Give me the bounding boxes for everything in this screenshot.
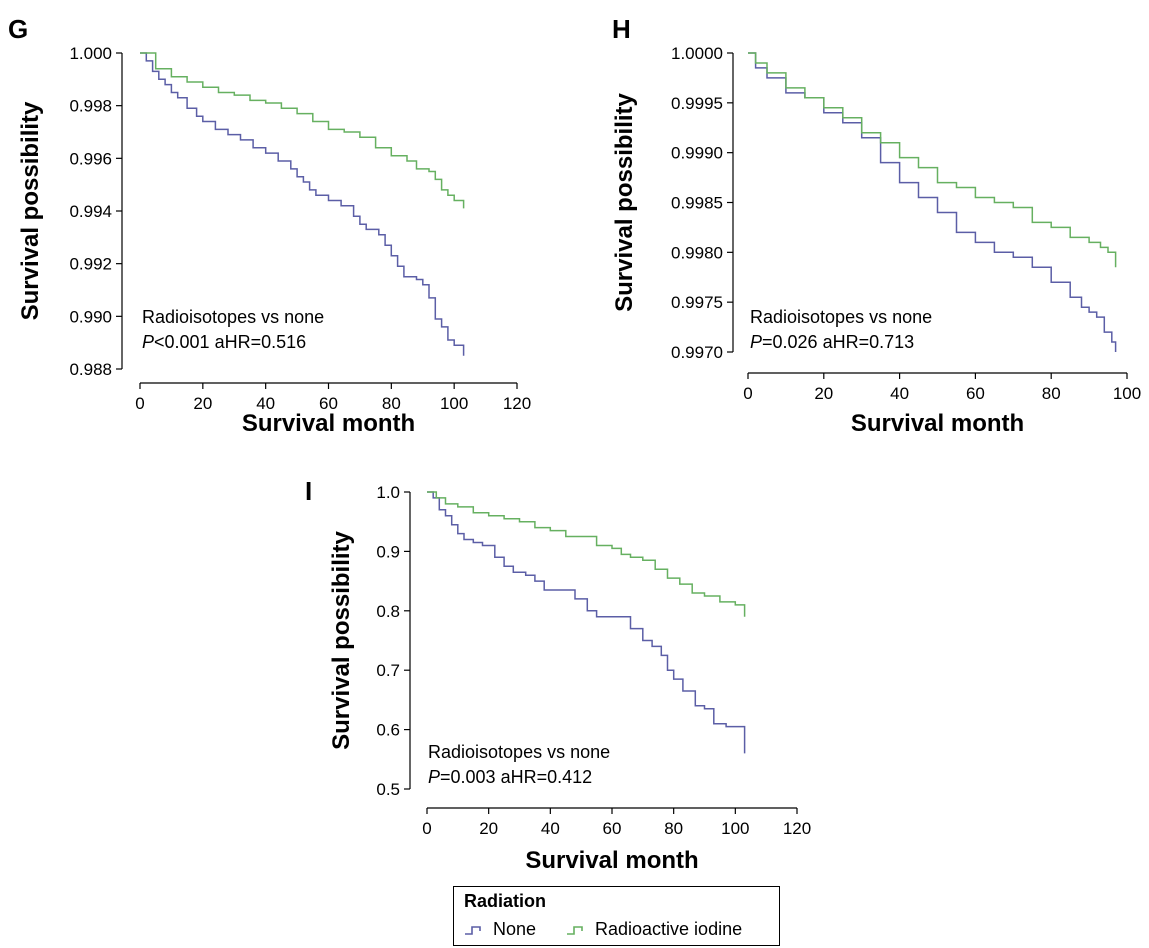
legend-title: Radiation xyxy=(464,891,547,911)
series-line-radioactive-iodine xyxy=(427,491,746,617)
x-tick-label: 120 xyxy=(503,394,531,413)
legend-label-radioactive-iodine: Radioactive iodine xyxy=(595,918,743,939)
x-tick-label: 120 xyxy=(783,819,811,838)
x-tick-label: 40 xyxy=(256,394,275,413)
y-tick-label: 0.996 xyxy=(69,149,112,168)
p-value-text: =0.003 aHR=0.412 xyxy=(440,767,592,787)
x-tick-label: 0 xyxy=(743,384,752,403)
x-tick-label: 20 xyxy=(193,394,212,413)
y-tick-label: 0.5 xyxy=(376,780,400,799)
y-tick-label: 1.0000 xyxy=(671,44,723,63)
panel-letter: G xyxy=(8,14,28,44)
y-tick-label: 1.0 xyxy=(376,483,400,502)
y-tick-label: 0.6 xyxy=(376,721,400,740)
x-axis-label: Survival month xyxy=(242,410,415,437)
annotation-statistics: P<0.001 aHR=0.516 xyxy=(142,332,306,352)
y-tick-label: 0.992 xyxy=(69,255,112,274)
y-tick-label: 1.000 xyxy=(69,44,112,63)
x-tick-label: 40 xyxy=(890,384,909,403)
y-tick-label: 0.9995 xyxy=(671,94,723,113)
p-value-text: <0.001 aHR=0.516 xyxy=(154,332,306,352)
x-tick-label: 100 xyxy=(1113,384,1141,403)
annotation-comparison: Radioisotopes vs none xyxy=(428,742,610,762)
legend-item-none: None xyxy=(464,918,536,940)
y-tick-label: 0.7 xyxy=(376,661,400,680)
y-tick-label: 0.994 xyxy=(69,202,112,221)
x-axis-label: Survival month xyxy=(525,847,698,874)
series-line-radioactive-iodine xyxy=(748,52,1117,268)
x-tick-label: 80 xyxy=(1042,384,1061,403)
x-tick-label: 80 xyxy=(664,819,683,838)
y-tick-label: 0.988 xyxy=(69,360,112,379)
legend: Radiation None Radioactive iodine xyxy=(453,886,780,946)
legend-label-none: None xyxy=(493,918,537,939)
x-tick-label: 20 xyxy=(814,384,833,403)
y-tick-label: 0.990 xyxy=(69,307,112,326)
x-tick-label: 80 xyxy=(382,394,401,413)
y-axis-label: Survival possibility xyxy=(17,101,44,320)
legend-item-radioactive-iodine: Radioactive iodine xyxy=(566,918,742,940)
annotation-statistics: P=0.003 aHR=0.412 xyxy=(428,767,592,787)
p-value-symbol: P xyxy=(428,767,440,787)
p-value-text: =0.026 aHR=0.713 xyxy=(762,332,914,352)
panel-g: G 0.988 0.990 0.992 0.994 0.996 0.998 1.000 0 20 4… xyxy=(8,14,531,437)
y-tick-label: 0.9975 xyxy=(671,293,723,312)
y-tick-label: 0.9985 xyxy=(671,194,723,213)
p-value-symbol: P xyxy=(142,332,154,352)
x-tick-label: 20 xyxy=(479,819,498,838)
annotation-statistics: P=0.026 aHR=0.713 xyxy=(750,332,914,352)
y-tick-label: 0.998 xyxy=(69,97,112,116)
x-tick-label: 60 xyxy=(603,819,622,838)
series-line-radioactive-iodine xyxy=(140,52,465,209)
panel-i: I 0.5 0.6 0.7 0.8 0.9 1.0 0 20 40 60 80 100 120 Surviv… xyxy=(305,476,811,874)
annotation-comparison: Radioisotopes vs none xyxy=(142,307,324,327)
p-value-symbol: P xyxy=(750,332,762,352)
x-tick-label: 100 xyxy=(440,394,468,413)
x-tick-label: 60 xyxy=(966,384,985,403)
y-tick-label: 0.9970 xyxy=(671,343,723,362)
y-tick-label: 0.8 xyxy=(376,602,400,621)
x-tick-label: 0 xyxy=(422,819,431,838)
y-tick-label: 0.9980 xyxy=(671,243,723,262)
x-axis-label: Survival month xyxy=(851,410,1024,437)
panel-letter: I xyxy=(305,476,312,506)
y-axis-label: Survival possibility xyxy=(328,530,355,749)
panel-letter: H xyxy=(612,14,631,44)
y-tick-label: 0.9990 xyxy=(671,144,723,163)
legend-swatch-radioactive-iodine xyxy=(567,926,583,935)
series-line-none xyxy=(427,491,746,754)
x-tick-label: 40 xyxy=(541,819,560,838)
annotation-comparison: Radioisotopes vs none xyxy=(750,307,932,327)
series-line-none xyxy=(140,52,465,356)
y-axis-label: Survival possibility xyxy=(611,92,638,311)
panel-h: H 0.9970 0.9975 0.9980 0.9985 0.9990 0.9995 1.0… xyxy=(611,14,1141,437)
x-tick-label: 100 xyxy=(721,819,749,838)
x-tick-label: 60 xyxy=(319,394,338,413)
y-tick-label: 0.9 xyxy=(376,542,400,561)
x-tick-label: 0 xyxy=(135,394,144,413)
legend-swatch-none xyxy=(465,926,481,935)
